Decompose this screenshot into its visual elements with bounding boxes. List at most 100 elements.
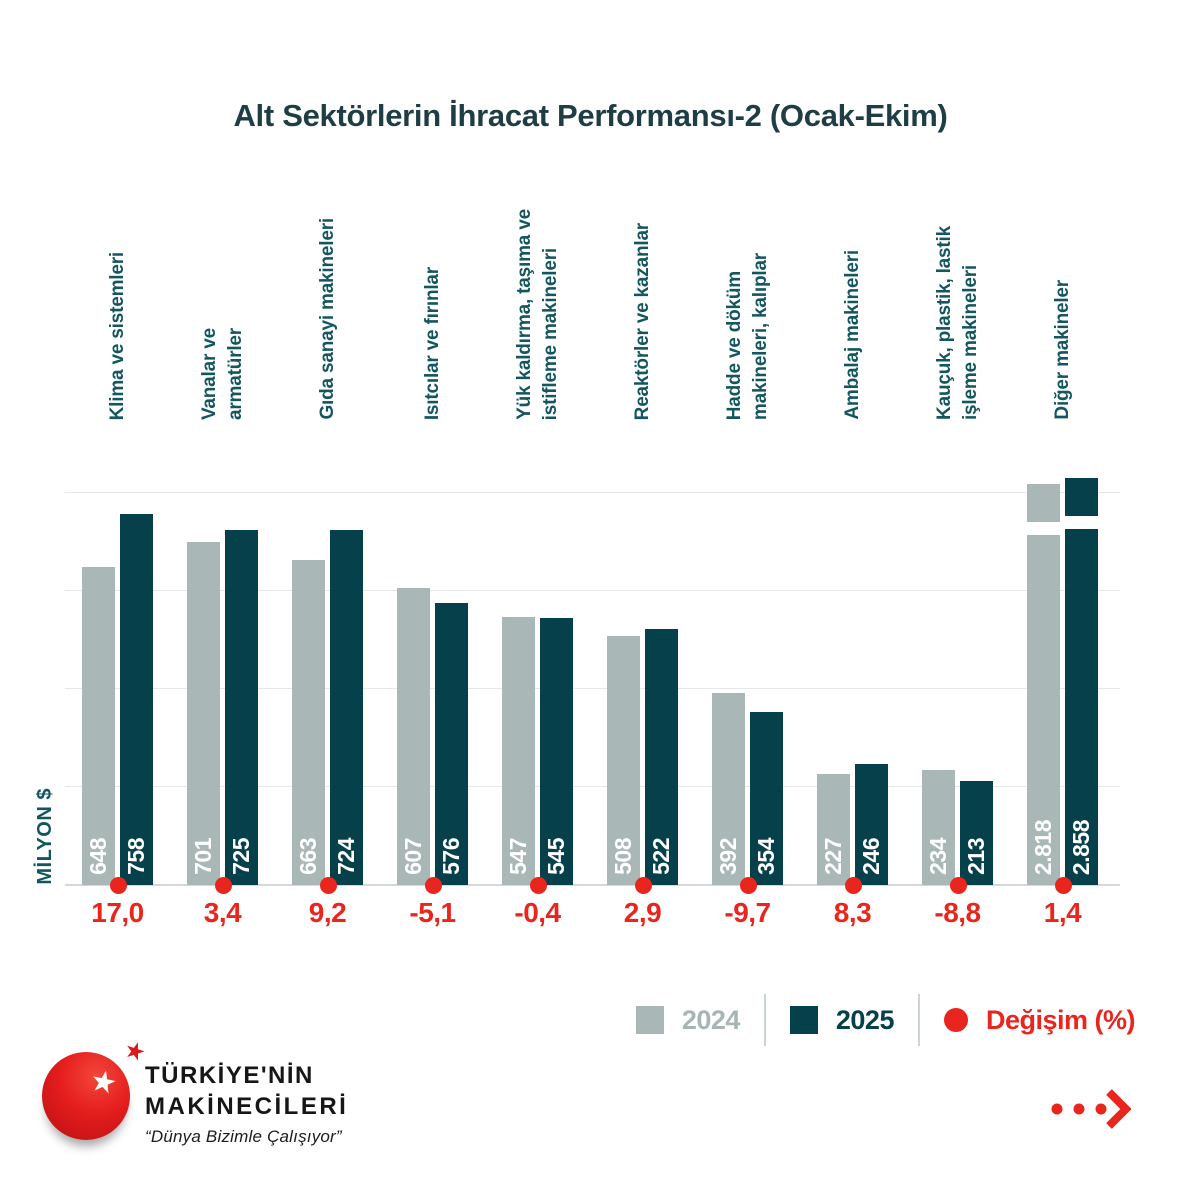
change-value: -5,1 [409,897,456,928]
bar-group: 234 213 [905,465,1010,894]
white-star-icon: ★ [86,1063,121,1102]
category-label: Hadde ve döküm makineleri, kalıplar [723,252,771,420]
bar-group: 547 545 [485,465,590,894]
bar-2025: 576 [435,603,468,885]
bar-value-label: 758 [123,838,149,875]
logo-text-line2: MAKİNECİLERİ [145,1093,349,1120]
change-dot [529,877,547,894]
bar-value-label: 724 [333,838,359,875]
bar-value-label: 547 [505,838,531,875]
logo-tagline: “Dünya Bizimle Çalışıyor” [145,1127,342,1146]
change-value: 3,4 [203,897,242,928]
bar-2024: 701 [187,542,220,885]
bar-group: 701 725 [170,465,275,894]
bar-value-label: 663 [295,838,321,875]
bar-value-label: 725 [228,838,254,875]
bar-group: 392 354 [695,465,800,894]
chart-legend: 2024 2025 Değişim (%) [635,994,1136,1046]
bar-value-label: 2.818 [1030,819,1056,875]
bar-2025: 725 [225,530,258,885]
axis-break [1025,522,1062,535]
category-label: Gıda sanayi makineleri [316,218,338,420]
bar-value-label: 607 [400,838,426,875]
logo-text-line1: TÜRKİYE'NİN [145,1062,314,1089]
chart-plot-area: 648 758 701 725 663 724 607 576 547 545 508 522 392 3… [65,465,1120,894]
bar-2025: 724 [330,530,363,885]
category-label: Diğer makineler [1051,280,1073,420]
bar-2024: 2.818 [1025,484,1062,885]
legend-divider [763,994,766,1046]
legend-label-2024: 2024 [681,1004,741,1035]
category-label: Isıtcılar ve fırınlar [421,266,443,420]
legend-label-2025: 2025 [835,1004,895,1035]
bar-group: 648 758 [65,465,170,894]
bar-value-label: 234 [925,838,951,875]
gridline [65,786,1120,787]
change-dot [319,877,337,894]
bar-value-label: 648 [85,838,111,875]
bar-2025: 213 [960,781,993,885]
change-value: 9,2 [308,897,347,928]
category-label: Kauçuk, plastik, lastik işleme makineleri [933,226,981,420]
axis-break [1063,516,1100,529]
change-dot [844,877,862,894]
bar-value-label: 392 [715,838,741,875]
legend-label-change: Değişim (%) [985,1004,1136,1035]
brand-logo: ★ ★ TÜRKİYE'NİN MAKİNECİLERİ “Dünya Bizi… [40,1035,360,1162]
page-title: Alt Sektörlerin İhracat Performansı-2 (O… [233,98,948,133]
legend-swatch-2024 [635,1006,664,1034]
change-value: -8,8 [934,897,981,928]
change-value: -0,4 [514,897,561,928]
change-dot [739,877,757,894]
bar-2024: 234 [922,770,955,885]
bar-2025: 758 [120,514,153,885]
bar-2024: 648 [82,567,115,885]
change-value: 8,3 [833,897,872,928]
change-dot [109,877,127,894]
gridline [65,590,1120,591]
change-percent-row: 17,0 3,4 9,2 -5,1 -0,4 2,9 -9,7 8,3 -8,8 1,4 [65,897,1115,929]
bar-2024: 607 [397,588,430,885]
legend-divider [917,994,920,1046]
category-labels-row: Klima ve sistemleri Vanalar ve armatürler G… [65,183,1115,420]
legend-swatch-2025 [789,1006,818,1034]
bar-value-label: 246 [858,838,884,875]
bar-group: 227 246 [800,465,905,894]
bar-group: 508 522 [590,465,695,894]
change-dot [214,877,232,894]
bar-value-label: 227 [820,838,846,875]
logo-red-ball: ★ [42,1052,130,1140]
bar-2024: 227 [817,774,850,885]
change-dot [1054,877,1072,894]
bar-value-label: 545 [543,838,569,875]
change-value: 17,0 [91,897,144,928]
bar-value-label: 354 [753,838,779,875]
category-label: Reaktörler ve kazanlar [631,222,653,420]
bar-group: 2.818 2.858 [1010,465,1115,894]
gridline [65,688,1120,689]
bar-group: 607 576 [380,465,485,894]
bar-2024: 663 [292,560,325,885]
category-label: Klima ve sistemleri [106,251,128,420]
change-dot [949,877,967,894]
bar-2025: 522 [645,629,678,885]
change-value: 2,9 [623,897,662,928]
bar-value-label: 2.858 [1068,819,1094,875]
change-dot [634,877,652,894]
category-label: Yük kaldırma, taşıma ve istifleme makinel… [513,209,561,420]
bar-value-label: 576 [438,838,464,875]
bar-2025: 246 [855,764,888,885]
bar-2025: 545 [540,618,573,885]
bar-groups: 648 758 701 725 663 724 607 576 547 545 508 522 392 3… [65,465,1115,894]
bar-group: 663 724 [275,465,380,894]
gridline [65,492,1120,493]
y-axis-label: MİLYON $ [33,788,56,885]
bar-2024: 508 [607,636,640,885]
bar-value-label: 701 [190,838,216,875]
bar-2024: 392 [712,693,745,885]
bar-2024: 547 [502,617,535,885]
bar-2025: 2.858 [1063,478,1100,885]
bar-value-label: 213 [963,838,989,875]
bar-value-label: 522 [648,838,674,875]
change-dot [424,877,442,894]
